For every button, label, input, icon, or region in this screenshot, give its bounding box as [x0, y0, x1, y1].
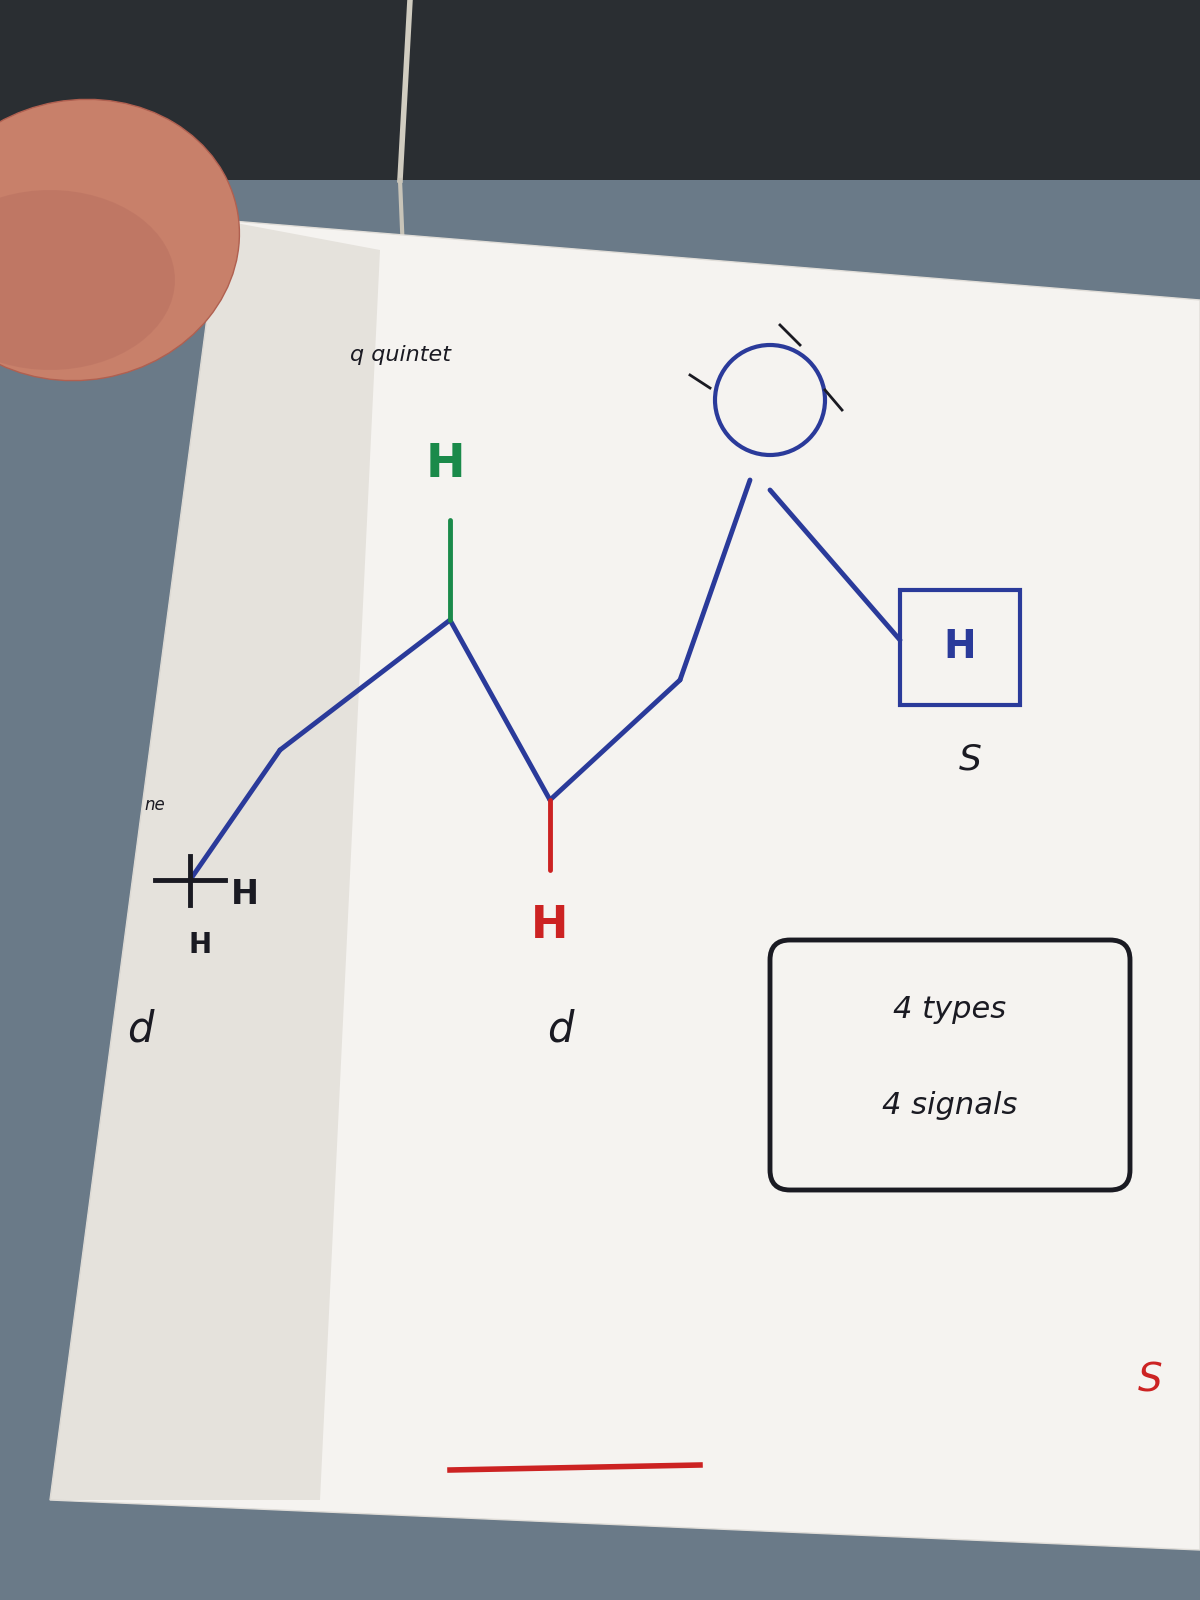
- Polygon shape: [50, 219, 1200, 1550]
- Polygon shape: [50, 219, 380, 1501]
- Text: q quintet: q quintet: [349, 346, 450, 365]
- Text: H: H: [425, 443, 464, 488]
- Ellipse shape: [0, 99, 240, 381]
- Text: S: S: [959, 742, 982, 778]
- Text: 4 signals: 4 signals: [882, 1091, 1018, 1120]
- Text: H: H: [232, 878, 259, 912]
- Text: 4 types: 4 types: [894, 995, 1007, 1024]
- Text: S: S: [1138, 1362, 1163, 1398]
- Bar: [0, 0, 1200, 250]
- Text: ne: ne: [145, 795, 166, 814]
- Bar: [0, 0, 1200, 179]
- Text: H: H: [188, 931, 211, 958]
- Text: d: d: [127, 1010, 154, 1051]
- Text: H: H: [532, 904, 569, 947]
- Text: H: H: [943, 629, 977, 666]
- Text: d: d: [547, 1010, 574, 1051]
- Ellipse shape: [0, 190, 175, 370]
